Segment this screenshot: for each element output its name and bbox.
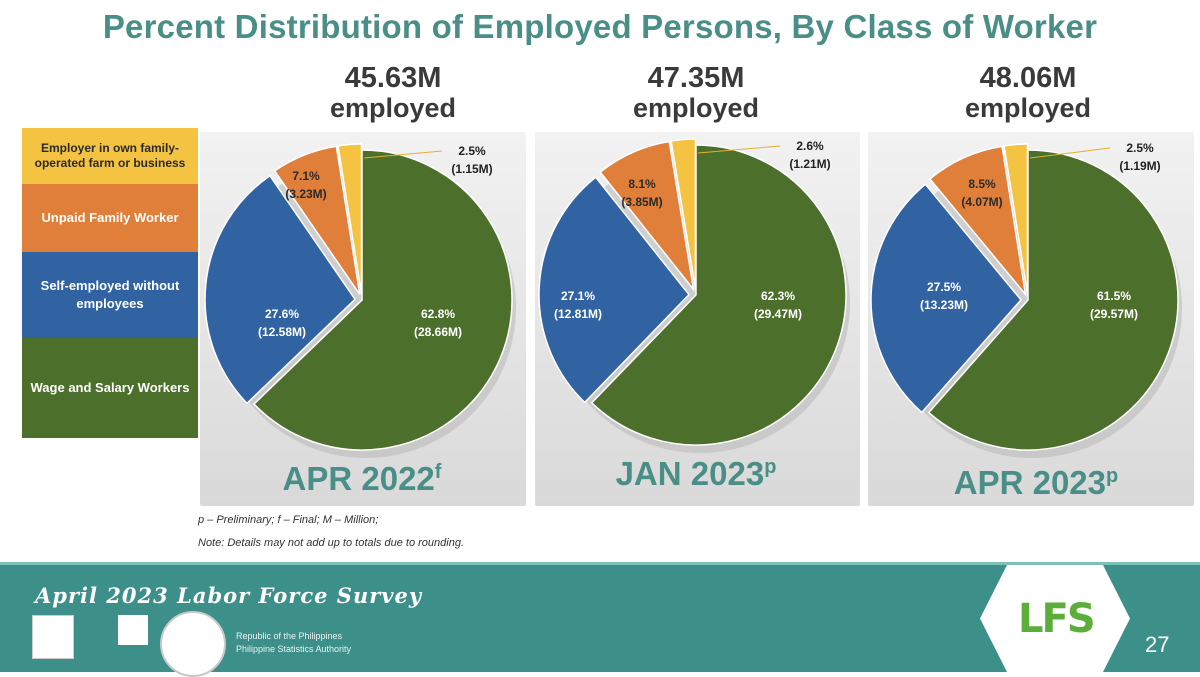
period-label-jan-2023: JAN 2023p — [566, 455, 826, 493]
total-label: employed — [964, 93, 1092, 123]
legend-item-unpaid: Unpaid Family Worker — [22, 184, 198, 252]
lfs-logo — [980, 565, 1130, 672]
total-label: employed — [329, 93, 457, 123]
total-employed-apr-2023: 48.06M employed — [948, 62, 1108, 122]
chart-panel-apr-2022 — [200, 132, 526, 506]
period-text: JAN 2023 — [615, 455, 765, 492]
chart-panel-jan-2023 — [535, 132, 860, 506]
period-label-apr-2022: APR 2022f — [232, 460, 492, 498]
period-suffix: f — [434, 461, 442, 483]
organization-name: Republic of the Philippines Philippine S… — [236, 630, 351, 656]
period-text: APR 2023 — [953, 464, 1107, 501]
certification-logo — [32, 615, 74, 659]
lfs-logo-text: LFS — [1018, 596, 1096, 642]
total-value: 48.06M — [979, 62, 1077, 94]
footer-divider — [0, 562, 1200, 566]
total-value: 45.63M — [344, 62, 442, 94]
org-line-2: Philippine Statistics Authority — [236, 644, 352, 654]
chart-panel-apr-2023 — [868, 132, 1194, 506]
page-number: 27 — [1145, 632, 1170, 657]
period-suffix: p — [1106, 465, 1119, 487]
period-label-apr-2023: APR 2023p — [906, 464, 1166, 502]
legend: Employer in own family-operated farm or … — [22, 128, 198, 438]
total-label: employed — [632, 93, 760, 123]
total-value: 47.35M — [647, 62, 745, 94]
total-employed-jan-2023: 47.35M employed — [616, 62, 776, 122]
page-title: Percent Distribution of Employed Persons… — [102, 8, 1098, 45]
period-text: APR 2022 — [282, 460, 435, 497]
total-employed-apr-2022: 45.63M employed — [313, 62, 473, 122]
org-line-1: Republic of the Philippines — [236, 631, 343, 641]
note-abbreviations: p – Preliminary; f – Final; M – Million; — [198, 514, 379, 526]
psa-seal-logo — [160, 611, 226, 677]
legend-item-self-employed: Self-employed without employees — [22, 252, 198, 338]
note-rounding: Note: Details may not add up to totals d… — [198, 537, 464, 549]
legend-item-wage: Wage and Salary Workers — [22, 338, 198, 438]
qr-code-icon — [118, 615, 148, 645]
survey-title: April 2023 Labor Force Survey — [35, 583, 423, 608]
period-suffix: p — [764, 456, 777, 478]
legend-item-employer: Employer in own family-operated farm or … — [22, 128, 198, 184]
